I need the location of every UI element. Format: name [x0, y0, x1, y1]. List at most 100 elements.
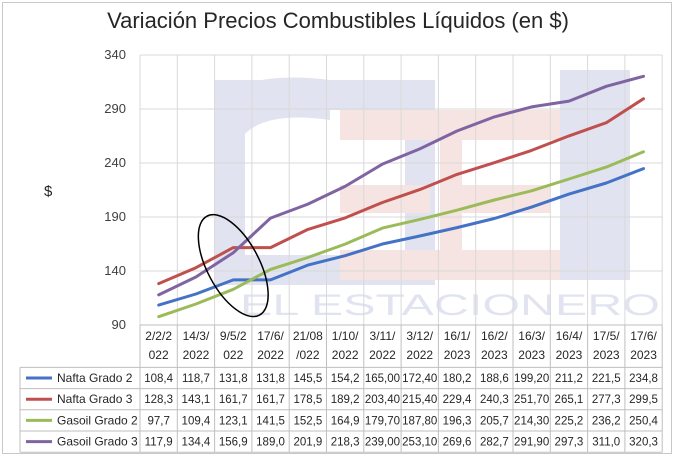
legend-label: Nafta Grado 2: [57, 371, 133, 385]
data-label: 172,40: [402, 373, 437, 385]
x-category-label: 2023: [481, 348, 508, 362]
x-category-label: 14/3/: [183, 329, 210, 343]
x-category-label: 2023: [630, 348, 657, 362]
data-label: 201,9: [293, 437, 322, 449]
y-tick-label: 340: [104, 47, 126, 62]
data-label: 269,6: [443, 437, 472, 449]
y-tick-label: 190: [104, 209, 126, 224]
y-tick-label: 240: [104, 155, 126, 170]
x-category-label: 022: [149, 348, 169, 362]
data-label: 221,5: [592, 373, 621, 385]
series-line-0: [157, 167, 645, 307]
series-lines: [157, 74, 645, 319]
x-category-label: 2023: [444, 348, 471, 362]
data-label: 229,4: [443, 394, 472, 406]
data-label: 214,30: [514, 415, 549, 427]
data-label: 143,1: [182, 394, 211, 406]
x-category-label: 2022: [257, 348, 284, 362]
data-label: 199,20: [514, 373, 549, 385]
data-label: 240,3: [480, 394, 509, 406]
x-category-label: 21/08: [293, 329, 323, 343]
y-axis-ticks: 90 140 190 240 290 340: [104, 47, 126, 332]
data-table: 2/2/2 022 14/3/2022 9/5/2 022 17/6/2022 21/08 /…: [19, 324, 663, 453]
data-label: 178,5: [293, 394, 322, 406]
data-label: 154,2: [331, 373, 360, 385]
x-category-label: 16/2/: [481, 329, 508, 343]
data-label: 109,4: [182, 415, 211, 427]
data-label: 131,8: [219, 373, 248, 385]
chart-title: Variación Precios Combustibles Líquidos …: [107, 8, 569, 33]
data-label: 234,8: [629, 373, 658, 385]
data-label: 215,40: [402, 394, 437, 406]
data-label: 123,1: [219, 415, 248, 427]
data-label: 134,4: [182, 437, 211, 449]
y-tick-label: 140: [104, 263, 126, 278]
data-label: 141,5: [256, 415, 285, 427]
legend-label: Gasoil Grado 2: [57, 413, 138, 427]
annotation-ellipse: [197, 213, 269, 318]
y-tick-label: 90: [112, 317, 126, 332]
legend-label: Gasoil Grado 3: [57, 435, 138, 449]
x-category-label: 3/12/: [406, 329, 433, 343]
data-label: 196,3: [443, 415, 472, 427]
x-category-label: /022: [296, 348, 320, 362]
x-category-label: 1/10/: [332, 329, 359, 343]
x-category-label: 3/11/: [370, 329, 396, 343]
data-label: 203,40: [365, 394, 400, 406]
x-category-label: 2022: [332, 348, 359, 362]
x-category-label: 022: [223, 348, 243, 362]
data-label: 97,7: [147, 415, 169, 427]
data-label: 180,2: [443, 373, 472, 385]
data-label: 118,7: [182, 373, 210, 385]
data-label: 282,7: [480, 437, 509, 449]
x-category-label: 2023: [593, 348, 620, 362]
data-label: 128,3: [144, 394, 173, 406]
data-label: 165,00: [365, 373, 400, 385]
chart-frame: [2, 2, 672, 454]
x-category-label: 2022: [183, 348, 210, 362]
data-label: 164,9: [331, 415, 360, 427]
data-label: 161,7: [219, 394, 248, 406]
data-label: 236,2: [592, 415, 621, 427]
data-label: 117,9: [145, 437, 173, 449]
data-label: 211,2: [555, 373, 583, 385]
data-label: 152,5: [293, 415, 322, 427]
x-category-label: 9/5/2: [220, 329, 247, 343]
x-category-label: 17/5/: [593, 329, 620, 343]
data-label: 189,0: [256, 437, 285, 449]
data-label: 291,90: [514, 437, 549, 449]
data-label: 251,70: [514, 394, 549, 406]
y-axis-label: $: [44, 183, 53, 200]
annotation-ellipse: [197, 213, 269, 318]
x-category-label: 2023: [556, 348, 583, 362]
data-label: 320,3: [629, 437, 658, 449]
x-category-label: 16/4/: [556, 329, 583, 343]
x-category-label: 2022: [406, 348, 433, 362]
x-category-label: 2022: [369, 348, 396, 362]
data-label: 145,5: [293, 373, 322, 385]
data-label: 225,2: [555, 415, 584, 427]
data-label: 108,4: [144, 373, 173, 385]
data-label: 131,8: [256, 373, 285, 385]
series-line-3: [157, 74, 645, 297]
data-label: 250,4: [629, 415, 658, 427]
data-label: 156,9: [219, 437, 248, 449]
x-category-label: 17/6/: [257, 329, 284, 343]
data-label: 188,6: [480, 373, 509, 385]
data-label: 253,10: [402, 437, 437, 449]
legend-label: Nafta Grado 3: [57, 392, 133, 406]
x-category-label: 17/6/: [630, 329, 657, 343]
watermark-logo: EL ESTACIONERO: [215, 70, 660, 322]
data-label: 299,5: [629, 394, 658, 406]
data-label: 311,0: [592, 437, 620, 449]
data-label: 265,1: [555, 394, 584, 406]
x-category-label: 2/2/2: [145, 329, 172, 343]
data-label: 161,7: [256, 394, 285, 406]
data-label: 277,3: [592, 394, 621, 406]
data-label: 218,3: [331, 437, 360, 449]
data-label: 239,00: [365, 437, 400, 449]
series-line-2: [157, 150, 645, 319]
data-label: 205,7: [480, 415, 509, 427]
x-category-label: 16/1/: [444, 329, 471, 343]
